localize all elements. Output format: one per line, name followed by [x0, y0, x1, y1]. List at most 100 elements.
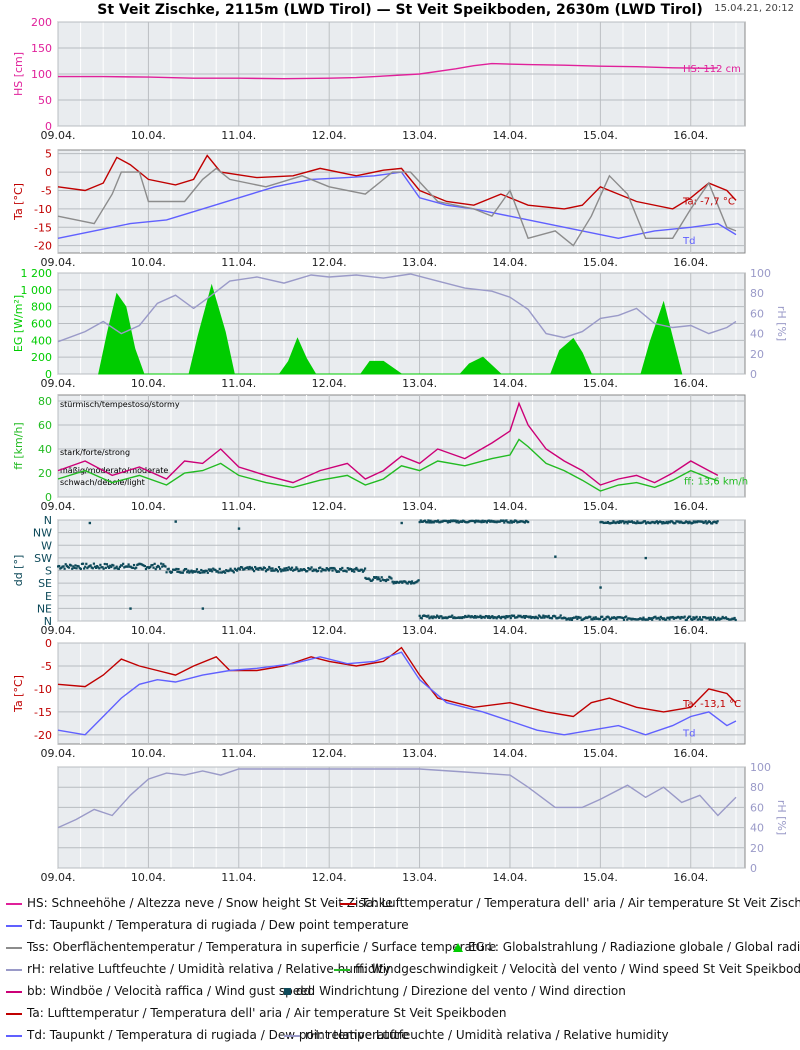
dd-point [250, 566, 254, 569]
x-tick-label: 12.04. [312, 624, 347, 637]
dd-point [286, 568, 289, 572]
dd-point [575, 615, 578, 618]
dd-point [81, 562, 85, 565]
dd-point [604, 617, 607, 621]
dd-point [408, 580, 412, 584]
dd-point [419, 519, 422, 522]
dd-point [118, 565, 122, 568]
y-tick-label: 0 [45, 637, 52, 650]
dd-point [105, 563, 109, 566]
y2-tick-label: 80 [750, 781, 764, 794]
x-tick-label: 10.04. [131, 624, 166, 637]
dd-point [611, 521, 614, 524]
dd-point [77, 565, 80, 568]
dd-point [162, 563, 165, 566]
y2-tick-label: 40 [750, 822, 764, 835]
dd-point [330, 566, 333, 570]
y-tick-label: 400 [31, 334, 52, 347]
dd-point [270, 569, 273, 572]
dd-point [437, 519, 440, 522]
dd-point [290, 566, 294, 569]
x-tick-label: 09.04. [41, 500, 76, 513]
dd-point [630, 520, 634, 523]
dd-point [289, 568, 293, 571]
dd-point [463, 616, 466, 619]
legend-item: HS: Schneehöhe / Altezza neve / Snow hei… [0, 896, 393, 910]
dd-point [431, 617, 434, 620]
dd-point [144, 567, 148, 571]
legend-text: rH: relative Luftfeuchte / Umidità relat… [305, 1028, 669, 1042]
x-tick-label: 15.04. [583, 500, 618, 513]
dd-point [218, 567, 221, 570]
x-tick-label: 09.04. [41, 129, 76, 142]
x-tick-label: 12.04. [312, 747, 347, 760]
dd-point [103, 562, 106, 566]
series-line-Ta [57, 646, 737, 718]
dd-point [160, 562, 163, 565]
y-tick-label: E [45, 590, 52, 603]
dd-point [700, 618, 704, 621]
x-tick-label: 12.04. [312, 129, 347, 142]
x-tick-label: 12.04. [312, 871, 347, 884]
dd-point [85, 562, 88, 565]
legend-swatch [284, 1034, 300, 1037]
dd-point [71, 567, 74, 570]
dd-point [328, 568, 331, 571]
dd-point [99, 563, 102, 566]
dd-point [708, 520, 712, 524]
dd-point [143, 564, 146, 568]
dd-point [228, 569, 231, 572]
x-tick-label: 13.04. [402, 871, 437, 884]
dd-point [187, 569, 190, 572]
dd-point [617, 521, 621, 524]
dd-point [663, 617, 666, 620]
dd-point [479, 614, 482, 617]
dd-point [499, 617, 503, 620]
dd-point [601, 615, 604, 618]
dd-point [689, 615, 692, 618]
dd-point [644, 556, 647, 560]
x-tick-label: 11.04. [221, 747, 256, 760]
legend-swatch [6, 990, 22, 993]
dd-point [311, 569, 314, 573]
dd-point [716, 520, 719, 523]
dd-point [508, 615, 511, 618]
dd-point [362, 569, 366, 572]
panel-temp-zischke: 09.04. 10.04. 11.04. 12.04. 13.04. 14.04. 15.0… [12, 148, 746, 269]
end-label: ff: 13,6 km/h [684, 477, 748, 488]
dd-point [314, 568, 318, 571]
legend-swatch [6, 946, 22, 949]
dd-point [321, 567, 324, 571]
x-tick-label: 16.04. [673, 129, 708, 142]
y2-tick-label: 0 [750, 368, 757, 381]
dd-point [112, 564, 115, 567]
y-tick-label: 600 [31, 318, 52, 331]
dd-point [512, 520, 516, 524]
dd-point [211, 570, 214, 573]
dd-point [164, 565, 167, 568]
dd-point [427, 519, 430, 522]
dd-point [424, 519, 427, 522]
x-tick-label: 11.04. [221, 256, 256, 269]
x-tick-label: 15.04. [583, 377, 618, 390]
legend-text: HS: Schneehöhe / Altezza neve / Snow hei… [27, 896, 393, 910]
wind-band-label: stürmisch/tempestoso/stormy [60, 400, 180, 409]
dd-point [502, 519, 505, 522]
dd-point [569, 617, 572, 620]
dd-point [153, 562, 156, 565]
dd-point [101, 566, 104, 569]
dd-point [282, 569, 285, 572]
dd-point [94, 566, 98, 569]
legend-item: EG↓: Globalstrahlung / Radiazione global… [447, 940, 800, 954]
dd-point [127, 563, 130, 566]
dd-point [427, 614, 430, 617]
legend-swatch [284, 988, 291, 995]
dd-point [200, 568, 203, 572]
dd-point [380, 576, 383, 579]
y-tick-label: N [44, 615, 52, 628]
dd-point [488, 519, 491, 522]
legend-item: Ta: Lufttemperatur / Temperatura dell' a… [334, 896, 800, 910]
dd-point [307, 567, 310, 570]
x-tick-label: 11.04. [221, 871, 256, 884]
dd-point [353, 570, 356, 573]
